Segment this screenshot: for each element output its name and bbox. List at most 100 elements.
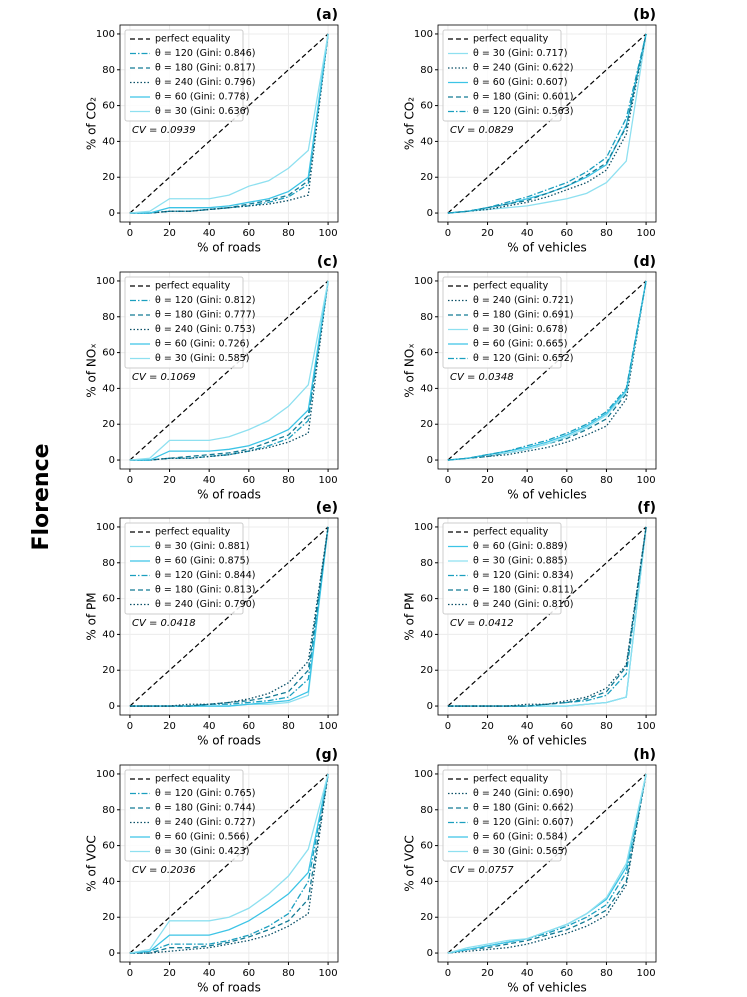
x-tick-label: 100 [637,228,656,239]
y-axis-label: % of NOₓ [403,343,417,397]
annotation: CV = 0.0757 [450,865,514,876]
y-tick-label: 40 [420,383,433,394]
series-line [129,33,329,214]
y-axis-label: % of NOₓ [85,343,99,397]
y-tick-label: 100 [96,276,115,287]
x-tick-label: 20 [163,721,176,732]
y-tick-label: 60 [420,594,433,605]
legend-label: θ = 60 (Gini: 0.889) [473,541,567,552]
y-tick-label: 0 [109,455,115,466]
x-tick-label: 100 [637,475,656,486]
plot-frame [437,24,657,223]
series-line [447,33,647,214]
legend-label: perfect equality [155,774,231,785]
series-line [447,526,647,707]
series-line [447,33,647,214]
legend-label: θ = 180 (Gini: 0.744) [155,803,255,814]
legend-box [124,769,244,862]
x-tick-label: 80 [282,721,295,732]
series-line [129,773,329,954]
x-tick-label: 0 [127,968,133,979]
legend-label: perfect equality [473,281,549,292]
y-tick-label: 100 [414,276,433,287]
x-tick-label: 80 [600,475,613,486]
y-tick-label: 20 [420,172,433,183]
y-tick-label: 100 [414,769,433,780]
y-tick-label: 40 [420,876,433,887]
plot-frame [119,24,339,223]
plot-frame [437,271,657,470]
plot-frame [119,271,339,470]
legend-box [442,769,562,862]
y-axis-label: % of CO₂ [85,97,99,150]
y-tick-label: 80 [102,558,115,569]
x-tick-label: 60 [560,721,573,732]
y-tick-label: 60 [420,348,433,359]
legend-label: θ = 240 (Gini: 0.810) [473,599,573,610]
panel-label: (b) [633,7,656,23]
x-tick-label: 100 [319,475,338,486]
x-tick-label: 60 [560,228,573,239]
legend-label: θ = 240 (Gini: 0.796) [155,77,255,88]
panel-label: (f) [637,500,656,516]
y-tick-label: 0 [427,455,433,466]
y-tick-label: 20 [420,665,433,676]
legend-label: θ = 120 (Gini: 0.765) [155,788,255,799]
x-tick-label: 80 [600,721,613,732]
x-tick-label: 80 [600,968,613,979]
x-tick-label: 100 [319,721,338,732]
x-tick-label: 20 [163,475,176,486]
legend-label: θ = 60 (Gini: 0.875) [155,556,249,567]
y-tick-label: 40 [102,136,115,147]
y-tick-label: 0 [109,208,115,219]
panel-label: (c) [317,254,338,270]
x-tick-label: 20 [163,228,176,239]
y-tick-label: 60 [102,594,115,605]
series-line [447,33,647,214]
x-tick-label: 100 [637,968,656,979]
x-tick-label: 0 [127,228,133,239]
x-tick-label: 40 [203,475,216,486]
y-tick-label: 80 [102,805,115,816]
x-tick-label: 40 [521,721,534,732]
series-line [129,280,329,461]
y-tick-label: 20 [102,912,115,923]
y-tick-label: 100 [414,522,433,533]
x-tick-label: 0 [445,721,451,732]
legend-label: θ = 120 (Gini: 0.812) [155,295,255,306]
series-line [129,280,329,461]
y-tick-label: 60 [102,101,115,112]
x-tick-label: 80 [282,968,295,979]
series-line [447,280,647,461]
panel-label: (d) [633,254,656,270]
x-axis-label: % of roads [197,241,261,255]
panel-label: (e) [316,500,338,516]
legend-label: θ = 120 (Gini: 0.607) [473,817,573,828]
x-tick-label: 20 [481,228,494,239]
y-tick-label: 20 [420,912,433,923]
x-tick-label: 40 [521,228,534,239]
annotation: CV = 0.1069 [132,372,196,383]
x-tick-label: 80 [282,228,295,239]
x-tick-label: 80 [282,475,295,486]
x-tick-label: 40 [203,721,216,732]
series-line [447,526,647,707]
series-line [129,33,329,214]
legend-label: θ = 60 (Gini: 0.665) [473,339,567,350]
series-line [129,33,329,214]
legend-label: θ = 30 (Gini: 0.423) [155,846,249,857]
y-axis-label: % of PM [403,592,417,640]
legend-label: θ = 30 (Gini: 0.678) [473,324,567,335]
y-tick-label: 60 [420,841,433,852]
x-tick-label: 60 [242,721,255,732]
legend-label: θ = 240 (Gini: 0.727) [155,817,255,828]
series-line [129,33,329,214]
y-tick-label: 80 [420,805,433,816]
legend-label: θ = 30 (Gini: 0.885) [473,556,567,567]
x-tick-label: 0 [445,475,451,486]
y-tick-label: 20 [102,665,115,676]
y-tick-label: 100 [96,769,115,780]
plot-frame [119,764,339,963]
y-tick-label: 60 [102,841,115,852]
y-tick-label: 40 [102,629,115,640]
